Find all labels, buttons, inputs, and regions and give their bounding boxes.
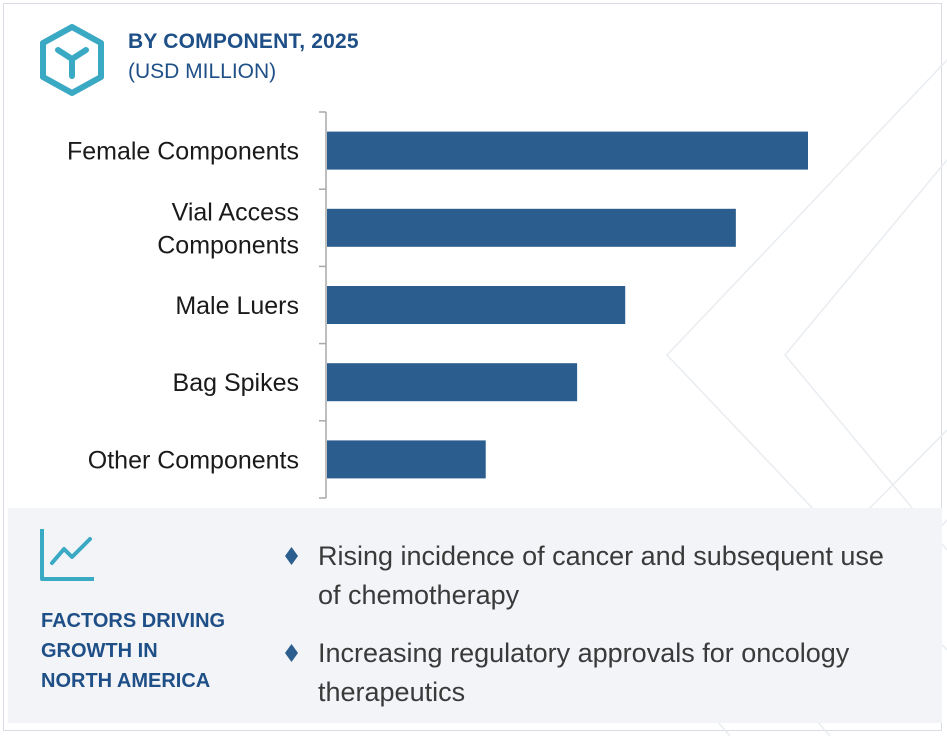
- diamond-bullet-icon: [285, 547, 298, 565]
- factors-heading-line: GROWTH IN: [41, 640, 158, 662]
- chart-subtitle: (USD MILLION): [128, 60, 277, 83]
- category-label: Bag Spikes: [173, 369, 299, 397]
- hexagon-y-logo-icon: [40, 24, 104, 96]
- bar: [327, 363, 578, 402]
- factors-heading-line: NORTH AMERICA: [41, 670, 211, 692]
- category-label-line: Vial Access: [172, 198, 299, 226]
- factor-text: Increasing regulatory approvals for onco…: [318, 634, 928, 712]
- factors-panel: [8, 508, 942, 723]
- factors-heading-line: FACTORS DRIVING: [41, 610, 226, 632]
- category-label-line: Other Components: [88, 446, 299, 474]
- chart-title: BY COMPONENT, 2025: [128, 30, 359, 53]
- factor-text-line: of chemotherapy: [318, 580, 520, 610]
- diamond-bullet-icon: [285, 644, 298, 662]
- factor-text: Rising incidence of cancer and subsequen…: [318, 537, 928, 615]
- line-chart-trend-icon: [40, 529, 94, 581]
- category-label: Female Components: [67, 138, 299, 166]
- category-label-line: Male Luers: [175, 292, 299, 320]
- bar: [327, 131, 808, 170]
- category-label-line: Bag Spikes: [173, 369, 299, 397]
- category-label: Vial Access Components: [157, 198, 299, 259]
- category-label: Other Components: [88, 446, 299, 474]
- category-label-line: Female Components: [67, 138, 299, 166]
- factor-text-line: Rising incidence of cancer and subsequen…: [318, 541, 884, 571]
- category-label-line: Components: [157, 231, 299, 259]
- category-label: Male Luers: [175, 292, 299, 320]
- bar: [327, 208, 736, 247]
- bar: [327, 440, 486, 479]
- factor-text-line: Increasing regulatory approvals for onco…: [318, 638, 850, 668]
- bar: [327, 286, 626, 324]
- factor-text-line: therapeutics: [318, 677, 466, 707]
- bar-chart: Female Components Vial Access Components Ma…: [67, 111, 808, 499]
- factors-heading: FACTORS DRIVING GROWTH IN NORTH AMERICA: [41, 606, 281, 696]
